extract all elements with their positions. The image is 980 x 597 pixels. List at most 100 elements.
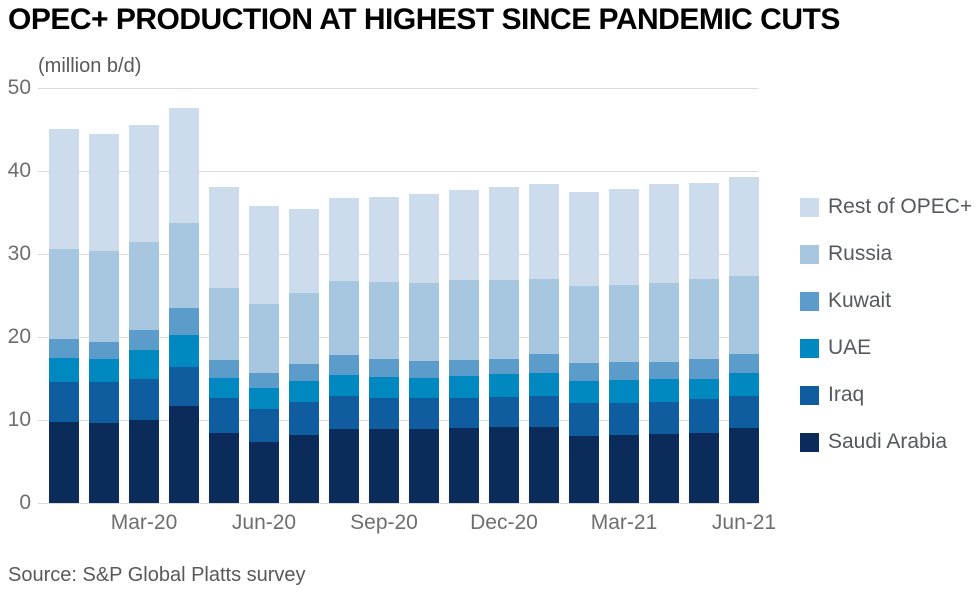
bar-segment-Jun-20-saudi-arabia	[249, 441, 279, 503]
bar-segment-Apr-20-russia	[169, 223, 199, 308]
legend-item-russia: Russia	[800, 242, 972, 266]
bar-segment-Jun-20-rest-of-opec-	[249, 205, 279, 304]
bar-segment-Jan-20-saudi-arabia	[49, 421, 79, 503]
bar-segment-Jan-21-saudi-arabia	[529, 427, 559, 503]
bar-segment-Jan-20-russia	[49, 249, 79, 339]
bar-segment-Dec-20-rest-of-opec-	[489, 186, 519, 280]
legend-label: Rest of OPEC+	[828, 195, 973, 218]
legend-swatch-icon	[800, 338, 819, 358]
bar-segment-Jan-21-uae	[529, 372, 559, 396]
bar-segment-Oct-20-uae	[409, 377, 439, 399]
bar-segment-May-20-uae	[209, 377, 239, 399]
bar-Jan-20	[49, 128, 79, 503]
bar-segment-Feb-20-saudi-arabia	[89, 423, 119, 503]
bar-segment-Jun-21-saudi-arabia	[729, 428, 759, 503]
bar-segment-Mar-21-iraq	[609, 402, 639, 435]
bar-segment-Nov-20-russia	[449, 279, 479, 361]
bar-segment-May-20-rest-of-opec-	[209, 186, 239, 289]
bar-segment-Apr-20-uae	[169, 335, 199, 367]
bar-segment-May-21-uae	[689, 378, 719, 400]
legend-swatch-icon	[800, 197, 819, 217]
bar-segment-Feb-21-saudi-arabia	[569, 435, 599, 503]
chart-title: OPEC+ PRODUCTION AT HIGHEST SINCE PANDEM…	[8, 3, 840, 36]
bar-segment-Jul-20-rest-of-opec-	[289, 209, 319, 294]
bar-segment-Jan-21-russia	[529, 278, 559, 355]
bar-segment-Mar-20-rest-of-opec-	[129, 124, 159, 242]
y-tick-label-10: 10	[7, 408, 31, 431]
bar-segment-Mar-20-kuwait	[129, 330, 159, 351]
bar-segment-Feb-21-rest-of-opec-	[569, 191, 599, 287]
gridline-40	[38, 170, 758, 172]
bar-segment-Feb-20-uae	[89, 358, 119, 382]
bar-segment-Sep-20-saudi-arabia	[369, 429, 399, 503]
bar-Jul-20	[289, 209, 319, 503]
x-tick-label-Sep-20: Sep-20	[350, 511, 418, 534]
bar-segment-Jul-20-kuwait	[289, 363, 319, 382]
bar-segment-Dec-20-uae	[489, 373, 519, 397]
bar-Feb-20	[89, 133, 119, 503]
bar-segment-Feb-21-uae	[569, 381, 599, 404]
bar-segment-May-21-russia	[689, 278, 719, 360]
bar-segment-Oct-20-russia	[409, 283, 439, 362]
legend-item-kuwait: Kuwait	[800, 289, 972, 313]
bar-segment-Mar-21-uae	[609, 380, 639, 403]
legend-item-saudi-arabia: Saudi Arabia	[800, 430, 972, 454]
bar-segment-Feb-21-russia	[569, 286, 599, 363]
bar-segment-May-21-saudi-arabia	[689, 433, 719, 503]
bar-segment-Aug-20-saudi-arabia	[329, 429, 359, 503]
bar-segment-Nov-20-uae	[449, 376, 479, 398]
bar-segment-Apr-21-russia	[649, 283, 679, 362]
y-axis-unit-label: (million b/d)	[38, 55, 142, 77]
bar-segment-Jun-21-rest-of-opec-	[729, 176, 759, 276]
bar-segment-Mar-20-uae	[129, 350, 159, 380]
bar-segment-Apr-20-saudi-arabia	[169, 405, 199, 503]
bar-Sep-20	[369, 196, 399, 503]
bar-segment-Jun-21-kuwait	[729, 354, 759, 373]
bar-segment-May-21-iraq	[689, 399, 719, 434]
legend-label: Saudi Arabia	[828, 430, 948, 453]
bar-segment-Nov-20-rest-of-opec-	[449, 190, 479, 280]
legend-item-uae: UAE	[800, 336, 972, 360]
bar-segment-Mar-21-russia	[609, 284, 639, 362]
bar-Apr-20	[169, 107, 199, 503]
bar-segment-Jan-21-iraq	[529, 395, 559, 428]
legend-label: UAE	[828, 336, 872, 359]
y-tick-label-40: 40	[7, 159, 31, 182]
bar-segment-Apr-20-iraq	[169, 366, 199, 406]
bar-segment-Apr-21-saudi-arabia	[649, 434, 679, 503]
bar-Jun-21	[729, 176, 759, 503]
legend-item-rest-of-opec-: Rest of OPEC+	[800, 195, 972, 219]
bar-segment-Jul-20-uae	[289, 381, 319, 402]
x-tick-label-Mar-21: Mar-21	[590, 511, 658, 534]
bar-Nov-20	[449, 190, 479, 503]
bar-Apr-21	[649, 183, 679, 503]
legend-label: Kuwait	[828, 289, 892, 312]
bar-segment-Jun-21-russia	[729, 275, 759, 355]
bar-segment-Mar-21-rest-of-opec-	[609, 189, 639, 285]
bar-segment-Oct-20-iraq	[409, 398, 439, 430]
bar-segment-Aug-20-russia	[329, 281, 359, 356]
bar-segment-May-20-iraq	[209, 398, 239, 434]
bar-segment-Jan-20-rest-of-opec-	[49, 128, 79, 250]
bar-segment-Feb-21-kuwait	[569, 362, 599, 382]
bar-segment-Apr-21-iraq	[649, 401, 679, 435]
bar-segment-Feb-20-russia	[89, 250, 119, 342]
bar-Feb-21	[569, 191, 599, 503]
bar-segment-Jun-20-russia	[249, 303, 279, 373]
bar-segment-May-20-kuwait	[209, 360, 239, 378]
y-tick-label-20: 20	[7, 325, 31, 348]
source-attribution: Source: S&P Global Platts survey	[8, 564, 306, 586]
bar-segment-Dec-20-iraq	[489, 396, 519, 428]
bar-segment-Oct-20-saudi-arabia	[409, 429, 439, 503]
bar-segment-Oct-20-kuwait	[409, 361, 439, 378]
bar-segment-Mar-20-saudi-arabia	[129, 420, 159, 503]
bar-Dec-20	[489, 186, 519, 503]
x-tick-label-Mar-20: Mar-20	[110, 511, 178, 534]
bar-Mar-20	[129, 124, 159, 503]
bar-segment-Mar-20-iraq	[129, 379, 159, 420]
bar-segment-Apr-21-kuwait	[649, 361, 679, 380]
bar-segment-Mar-20-russia	[129, 241, 159, 331]
bar-segment-Jan-21-rest-of-opec-	[529, 184, 559, 279]
bar-segment-Mar-21-kuwait	[609, 361, 639, 381]
